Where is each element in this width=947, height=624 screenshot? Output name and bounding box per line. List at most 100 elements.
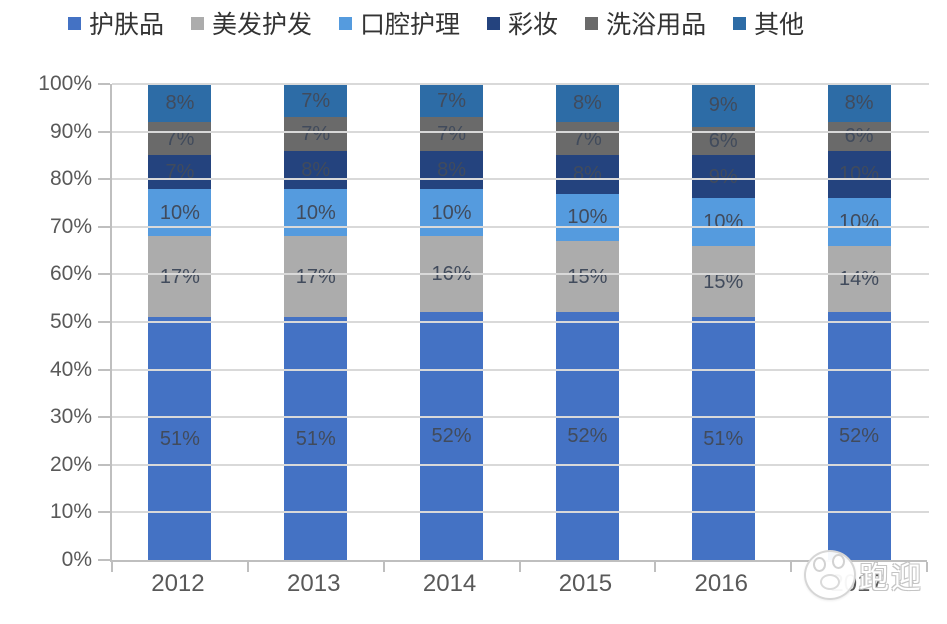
data-label: 9% bbox=[708, 94, 738, 117]
data-label: 8% bbox=[165, 92, 195, 115]
y-axis-tick bbox=[98, 273, 110, 276]
bar-slot-2016: 51% 15% 10% 9% 6% 9% bbox=[655, 84, 791, 560]
bar-segment-2017-series-3: 10% bbox=[827, 150, 891, 199]
bar-segment-2016-series-5: 9% bbox=[691, 84, 755, 127]
y-axis-label: 90% bbox=[49, 119, 92, 143]
bar-segment-2012-series-5: 8% bbox=[148, 84, 212, 123]
bar-segment-2016-series-2: 10% bbox=[691, 198, 755, 246]
legend-label: 洗浴用品 bbox=[606, 11, 707, 39]
logo-mouth-icon bbox=[820, 574, 840, 590]
data-label: 8% bbox=[301, 158, 331, 181]
x-axis-label-2013: 2013 bbox=[287, 570, 341, 597]
legend-swatch-icon bbox=[733, 16, 747, 30]
bar-segment-2014-series-2: 10% bbox=[420, 188, 484, 237]
bar-segment-2015-series-3: 8% bbox=[555, 155, 619, 194]
bar-segment-2012-series-3: 7% bbox=[148, 155, 212, 189]
plot-area: 51% 17% 10% 7% 7% 8% 51% 17% 10% 8% 7% 7% 52% 16% 10% 8… bbox=[98, 83, 929, 572]
data-label: 10% bbox=[839, 163, 880, 186]
bar-segment-2015-series-4: 7% bbox=[555, 122, 619, 156]
gridline bbox=[112, 463, 929, 466]
gridline bbox=[112, 416, 929, 419]
data-label: 7% bbox=[301, 123, 331, 146]
gridline bbox=[112, 178, 929, 181]
legend-item-1: 美发护发 bbox=[191, 5, 312, 41]
gridline bbox=[112, 368, 929, 371]
bar-column-2016: 51% 15% 10% 9% 6% 9% bbox=[691, 84, 755, 560]
y-axis-tick bbox=[98, 416, 110, 419]
bar-segment-2015-series-5: 8% bbox=[555, 84, 619, 123]
y-axis-tick bbox=[98, 178, 110, 181]
bar-segment-2017-series-2: 10% bbox=[827, 198, 891, 246]
legend-item-5: 其他 bbox=[733, 5, 804, 41]
x-axis-tick bbox=[382, 562, 385, 572]
data-label: 7% bbox=[301, 89, 331, 112]
bar-segment-2015-series-1: 15% bbox=[555, 241, 619, 313]
legend-label: 美发护发 bbox=[212, 11, 313, 39]
bar-column-2012: 51% 17% 10% 7% 7% 8% bbox=[148, 84, 212, 560]
x-axis-label-2014: 2014 bbox=[422, 570, 477, 597]
data-label: 7% bbox=[572, 127, 602, 150]
y-axis-tick bbox=[98, 130, 110, 133]
legend-item-3: 彩妆 bbox=[487, 5, 558, 41]
bar-segment-2017-series-4: 6% bbox=[827, 122, 891, 151]
data-label: 15% bbox=[703, 270, 744, 293]
legend-swatch-icon bbox=[487, 16, 501, 30]
logo-eye-icon bbox=[832, 554, 845, 569]
data-label: 10% bbox=[431, 201, 472, 224]
data-label: 8% bbox=[844, 92, 874, 115]
data-label: 8% bbox=[437, 158, 467, 181]
data-label: 7% bbox=[165, 127, 195, 150]
data-label: 14% bbox=[839, 268, 880, 291]
legend-label: 口腔护理 bbox=[360, 11, 461, 39]
data-label: 7% bbox=[437, 89, 467, 112]
bar-segment-2016-series-1: 15% bbox=[691, 245, 755, 318]
bar-column-2014: 52% 16% 10% 8% 7% 7% bbox=[420, 84, 484, 560]
bar-segment-2012-series-1: 17% bbox=[148, 236, 212, 318]
data-label: 6% bbox=[844, 125, 874, 148]
data-label: 8% bbox=[572, 92, 602, 115]
y-axis-label: 100% bbox=[38, 72, 92, 95]
bar-slot-2015: 52% 15% 10% 8% 7% 8% bbox=[519, 84, 655, 560]
bar-segment-2014-series-5: 7% bbox=[420, 84, 484, 118]
bar-segment-2013-series-5: 7% bbox=[284, 84, 348, 118]
legend-swatch-icon bbox=[585, 16, 599, 30]
watermark-text: 跑迎 bbox=[859, 562, 923, 595]
gridline bbox=[112, 511, 929, 514]
legend-item-2: 口腔护理 bbox=[339, 5, 460, 41]
bar-segment-2017-series-0: 52% bbox=[827, 312, 891, 560]
legend-label: 护肤品 bbox=[89, 11, 165, 39]
x-axis-labels: 2012 2013 2014 2015 2016 2017 bbox=[110, 570, 925, 598]
bar-segment-2014-series-3: 8% bbox=[420, 150, 484, 189]
data-label: 9% bbox=[708, 165, 738, 188]
y-axis-labels: 0% 10% 20% 30% 40% 50% 60% 70% 80% 90% 100% bbox=[0, 72, 92, 571]
smiley-face-logo-icon bbox=[804, 550, 856, 600]
legend-label: 其他 bbox=[754, 11, 805, 39]
y-axis-tick bbox=[98, 463, 110, 466]
bar-segment-2015-series-2: 10% bbox=[555, 193, 619, 242]
y-axis-label: 10% bbox=[49, 500, 92, 524]
data-label: 15% bbox=[567, 265, 608, 288]
bar-segment-2013-series-0: 51% bbox=[284, 317, 348, 560]
gridline bbox=[112, 130, 929, 133]
logo-eye-icon bbox=[813, 557, 826, 572]
legend-swatch-icon bbox=[339, 16, 353, 30]
bar-segment-2013-series-3: 8% bbox=[284, 150, 348, 189]
x-axis-tick bbox=[654, 562, 657, 572]
bar-segment-2016-series-3: 9% bbox=[691, 155, 755, 199]
bar-column-2013: 51% 17% 10% 8% 7% 7% bbox=[284, 84, 348, 560]
data-label: 7% bbox=[437, 123, 467, 145]
bar-column-2015: 52% 15% 10% 8% 7% 8% bbox=[555, 84, 619, 560]
legend-swatch-icon bbox=[191, 16, 205, 30]
x-axis-tick bbox=[790, 562, 793, 572]
data-label: 10% bbox=[159, 201, 200, 224]
bar-slot-2013: 51% 17% 10% 8% 7% 7% bbox=[248, 84, 384, 560]
x-axis-label-2012: 2012 bbox=[151, 570, 205, 597]
chart-legend: 护肤品 美发护发 口腔护理 彩妆 洗浴用品 其他 bbox=[68, 5, 804, 41]
bar-segment-2017-series-1: 14% bbox=[827, 245, 891, 313]
bar-slot-2014: 52% 16% 10% 8% 7% 7% bbox=[384, 84, 520, 560]
y-axis-label: 20% bbox=[49, 452, 92, 476]
data-label: 17% bbox=[159, 265, 200, 288]
bar-segment-2012-series-2: 10% bbox=[148, 188, 212, 237]
data-label: 6% bbox=[708, 130, 738, 153]
